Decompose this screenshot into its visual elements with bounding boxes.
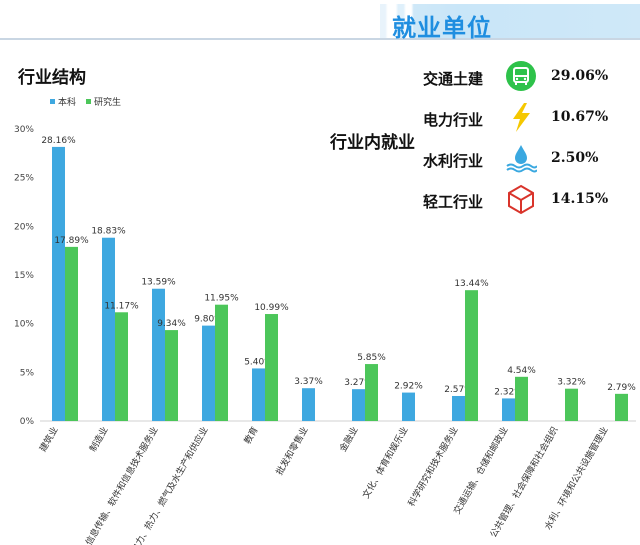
value-label: 9.80% (194, 315, 223, 325)
value-label: 13.44% (454, 279, 489, 289)
bus-icon (506, 61, 536, 91)
value-label: 4.54% (507, 366, 536, 376)
stat-label: 电力行业 (423, 111, 484, 129)
category-label: 制造业 (87, 425, 111, 454)
legend-swatch (50, 99, 55, 104)
value-label: 18.83% (91, 227, 126, 237)
bar-grad (515, 376, 528, 421)
bar-grad (115, 312, 128, 421)
value-label: 3.37% (294, 377, 323, 387)
category-label: 文化、体育和娱乐业 (360, 425, 411, 501)
bar-grad (615, 393, 628, 421)
legend-label: 本科 (58, 96, 76, 108)
bar-undergrad (152, 288, 165, 421)
chart-title: 行业结构 (18, 68, 86, 88)
value-label: 2.57% (444, 385, 473, 395)
bar-undergrad (402, 392, 415, 421)
stat-value: 2.50% (551, 150, 599, 166)
category-label: 教育 (241, 425, 260, 447)
bar-undergrad (202, 325, 215, 421)
value-label: 11.95% (204, 294, 239, 304)
y-tick-label: 25% (14, 174, 34, 184)
box-icon (508, 184, 534, 215)
bar-undergrad (352, 389, 365, 421)
bar-grad (215, 304, 228, 421)
category-label: 交通运输、仓储和邮政业 (451, 425, 511, 517)
legend-label: 研究生 (94, 96, 121, 108)
bar-grad (565, 388, 578, 421)
value-label: 3.27% (344, 378, 373, 388)
banner (380, 4, 640, 38)
banner-title: 就业单位 (392, 14, 492, 42)
category-label: 金融业 (337, 425, 361, 454)
bar-undergrad (302, 388, 315, 421)
stat-value: 14.15% (551, 191, 609, 207)
value-label: 2.92% (394, 382, 423, 392)
y-tick-label: 15% (14, 271, 34, 281)
legend-swatch (86, 99, 91, 104)
value-label: 28.16% (41, 136, 76, 146)
category-label: 电力、热力、燃气及水生产和供应业 (128, 425, 210, 545)
value-label: 5.40% (244, 357, 273, 367)
stat-label: 水利行业 (423, 152, 484, 170)
bar-grad (265, 314, 278, 421)
category-label: 科学研究和技术服务业 (405, 425, 460, 509)
value-label: 9.34% (157, 319, 186, 329)
bar-undergrad (502, 398, 515, 421)
bar-grad (65, 246, 78, 421)
value-label: 2.79% (607, 383, 636, 393)
value-label: 13.59% (141, 278, 176, 288)
y-tick-label: 5% (20, 368, 35, 378)
stat-value: 29.06% (551, 68, 609, 84)
value-label: 10.99% (254, 303, 289, 313)
value-label: 11.17% (104, 301, 139, 311)
stat-value: 10.67% (551, 109, 609, 125)
header-rule (0, 38, 640, 40)
bar-undergrad (102, 237, 115, 421)
y-tick-label: 20% (14, 222, 34, 232)
value-label: 17.89% (54, 236, 89, 246)
lightning-icon (513, 103, 530, 132)
stat-label: 交通土建 (423, 70, 484, 88)
category-label: 批发和零售业 (273, 425, 310, 478)
y-tick-label: 30% (14, 125, 34, 135)
bar-grad (165, 330, 178, 421)
bar-grad (365, 364, 378, 421)
value-label: 2.32% (494, 387, 523, 397)
bar-undergrad (252, 368, 265, 421)
category-label: 建筑业 (37, 425, 61, 454)
stat-label: 轻工行业 (423, 193, 484, 211)
water-icon (506, 145, 537, 173)
y-tick-label: 0% (20, 417, 35, 427)
y-tick-label: 10% (14, 320, 34, 330)
value-label: 3.32% (557, 378, 586, 388)
bar-undergrad (452, 395, 465, 421)
bar-grad (465, 290, 478, 421)
bar-undergrad (52, 146, 65, 421)
value-label: 5.85% (357, 353, 386, 363)
inner-industry-title: 行业内就业 (330, 133, 415, 153)
